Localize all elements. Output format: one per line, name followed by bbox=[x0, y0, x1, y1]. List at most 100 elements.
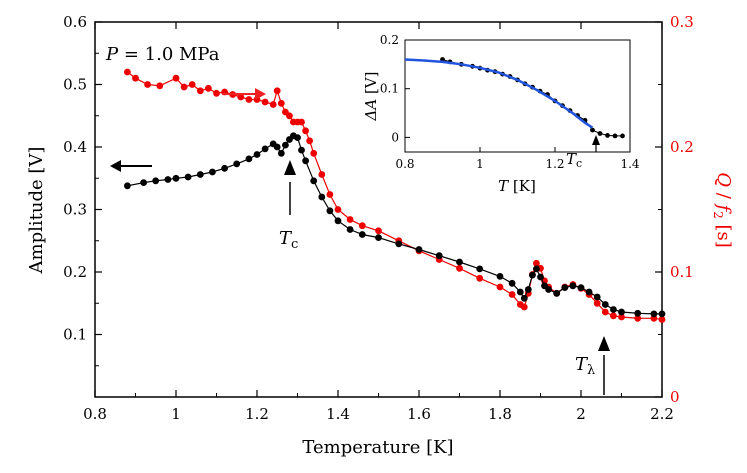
main-series-layer bbox=[124, 68, 666, 323]
data-point-Amplitude bbox=[302, 157, 309, 165]
inset-series-layer bbox=[404, 57, 625, 139]
data-point-Q/f2 bbox=[334, 206, 342, 213]
data-point-Amplitude bbox=[533, 265, 540, 273]
right-axis-arrow bbox=[222, 88, 266, 100]
data-point-Amplitude bbox=[395, 240, 403, 248]
inset-data-point bbox=[605, 133, 610, 138]
tlambda-label: Tλ bbox=[575, 354, 595, 378]
inset-data-point bbox=[590, 127, 595, 133]
data-point-Q/f2 bbox=[188, 81, 196, 88]
data-point-Amplitude bbox=[196, 171, 204, 178]
data-point-Q/f2 bbox=[261, 98, 269, 106]
data-point-Q/f2 bbox=[358, 222, 366, 230]
data-point-Amplitude bbox=[318, 193, 326, 201]
data-point-Q/f2 bbox=[213, 89, 220, 97]
data-point-Amplitude bbox=[650, 310, 658, 318]
data-point-Amplitude bbox=[261, 145, 269, 153]
data-point-Q/f2 bbox=[269, 101, 277, 108]
tlambda-arrow bbox=[598, 336, 610, 395]
tc-label: Tc bbox=[279, 228, 298, 252]
data-point-Amplitude bbox=[435, 252, 443, 260]
data-point-Q/f2 bbox=[476, 274, 484, 282]
y-right-tick-label: 0.1 bbox=[670, 263, 694, 281]
x-tick-label: 2.2 bbox=[650, 405, 674, 423]
y-left-tick-label: 0.1 bbox=[63, 326, 87, 344]
data-point-Amplitude bbox=[375, 234, 382, 242]
data-point-Amplitude bbox=[520, 294, 528, 302]
inset-y-tick-label: 0.2 bbox=[380, 33, 399, 47]
data-point-Q/f2 bbox=[375, 227, 382, 235]
data-point-Q/f2 bbox=[520, 303, 528, 311]
main-ticks-layer: 0.8 1 1.2 1.4 1.6 1.8 2 2.20.10.20.30.40.50.600… bbox=[63, 13, 694, 423]
data-point-Amplitude bbox=[294, 134, 301, 142]
data-point-Q/f2 bbox=[593, 299, 601, 307]
data-point-Q/f2 bbox=[196, 87, 204, 95]
x-tick-label: 2 bbox=[576, 405, 586, 423]
inset-plot-frame bbox=[404, 39, 631, 153]
data-point-Q/f2 bbox=[634, 314, 642, 322]
data-point-Amplitude bbox=[610, 306, 617, 313]
data-point-Q/f2 bbox=[318, 171, 326, 178]
data-point-Amplitude bbox=[476, 265, 484, 273]
inset-x-tick-label: 1.4 bbox=[620, 157, 639, 171]
data-point-Q/f2 bbox=[456, 264, 463, 272]
data-point-Amplitude bbox=[124, 182, 131, 190]
data-point-Amplitude bbox=[545, 286, 552, 293]
inset-data-point bbox=[597, 131, 603, 136]
data-point-Q/f2 bbox=[273, 87, 281, 95]
data-point-Q/f2 bbox=[245, 96, 253, 103]
data-point-Amplitude bbox=[164, 176, 172, 183]
inset-x-tick-label: 1 bbox=[476, 157, 484, 171]
data-point-Q/f2 bbox=[302, 127, 309, 135]
data-point-Q/f2 bbox=[658, 316, 666, 323]
data-point-Amplitude bbox=[282, 141, 289, 149]
data-point-Q/f2 bbox=[326, 191, 334, 198]
data-point-Amplitude bbox=[326, 207, 334, 215]
x-tick-label: 0.8 bbox=[83, 405, 107, 423]
inset-data-point bbox=[620, 133, 625, 139]
data-point-Amplitude bbox=[277, 149, 285, 157]
data-point-Q/f2 bbox=[508, 291, 516, 298]
data-point-Amplitude bbox=[553, 289, 561, 297]
y-left-tick-label: 0.3 bbox=[63, 201, 87, 219]
data-point-Amplitude bbox=[346, 226, 354, 233]
data-point-Q/f2 bbox=[601, 308, 609, 316]
data-point-Amplitude bbox=[209, 168, 216, 176]
data-point-Amplitude bbox=[561, 284, 569, 291]
pressure-label: P = 1.0 MPa bbox=[105, 44, 220, 65]
data-point-Amplitude bbox=[516, 288, 524, 296]
data-point-Q/f2 bbox=[180, 83, 188, 91]
inset-ticks-layer: 0.8 1 1.2 1.4 0 0.1 0.2 bbox=[380, 33, 640, 171]
y-left-tick-label: 0.5 bbox=[63, 76, 87, 94]
data-point-Amplitude bbox=[358, 231, 366, 238]
data-point-Q/f2 bbox=[156, 82, 164, 90]
y-right-tick-label: 0.2 bbox=[670, 138, 694, 156]
data-point-Q/f2 bbox=[132, 74, 139, 82]
inset-x-tick-label: 1.2 bbox=[545, 157, 564, 171]
data-point-Q/f2 bbox=[277, 99, 285, 107]
data-point-Q/f2 bbox=[610, 312, 617, 320]
left-axis-arrow bbox=[110, 160, 152, 172]
data-point-Amplitude bbox=[569, 282, 577, 290]
data-point-Amplitude bbox=[140, 179, 148, 187]
inset-background bbox=[405, 40, 630, 152]
inset-y-axis-label: ΔA [V] bbox=[362, 72, 380, 122]
data-point-Amplitude bbox=[152, 177, 160, 185]
data-point-Amplitude bbox=[233, 160, 241, 168]
tc-arrow bbox=[284, 160, 296, 215]
data-point-Amplitude bbox=[184, 173, 192, 181]
data-point-Amplitude bbox=[524, 286, 532, 293]
data-point-Amplitude bbox=[537, 273, 544, 281]
inset-x-tick-label: 0.8 bbox=[395, 157, 414, 171]
data-point-Q/f2 bbox=[286, 112, 293, 120]
y-left-tick-label: 0.4 bbox=[63, 138, 87, 156]
data-point-Amplitude bbox=[593, 293, 601, 301]
data-point-Q/f2 bbox=[205, 84, 212, 92]
x-tick-label: 1.8 bbox=[488, 405, 512, 423]
data-point-Q/f2 bbox=[306, 137, 313, 145]
y-right-axis-label: Q / f2 [s] bbox=[711, 172, 734, 248]
inset-x-axis-label: T [K] bbox=[498, 177, 536, 195]
data-point-Amplitude bbox=[245, 155, 253, 163]
data-point-Amplitude bbox=[298, 146, 305, 154]
